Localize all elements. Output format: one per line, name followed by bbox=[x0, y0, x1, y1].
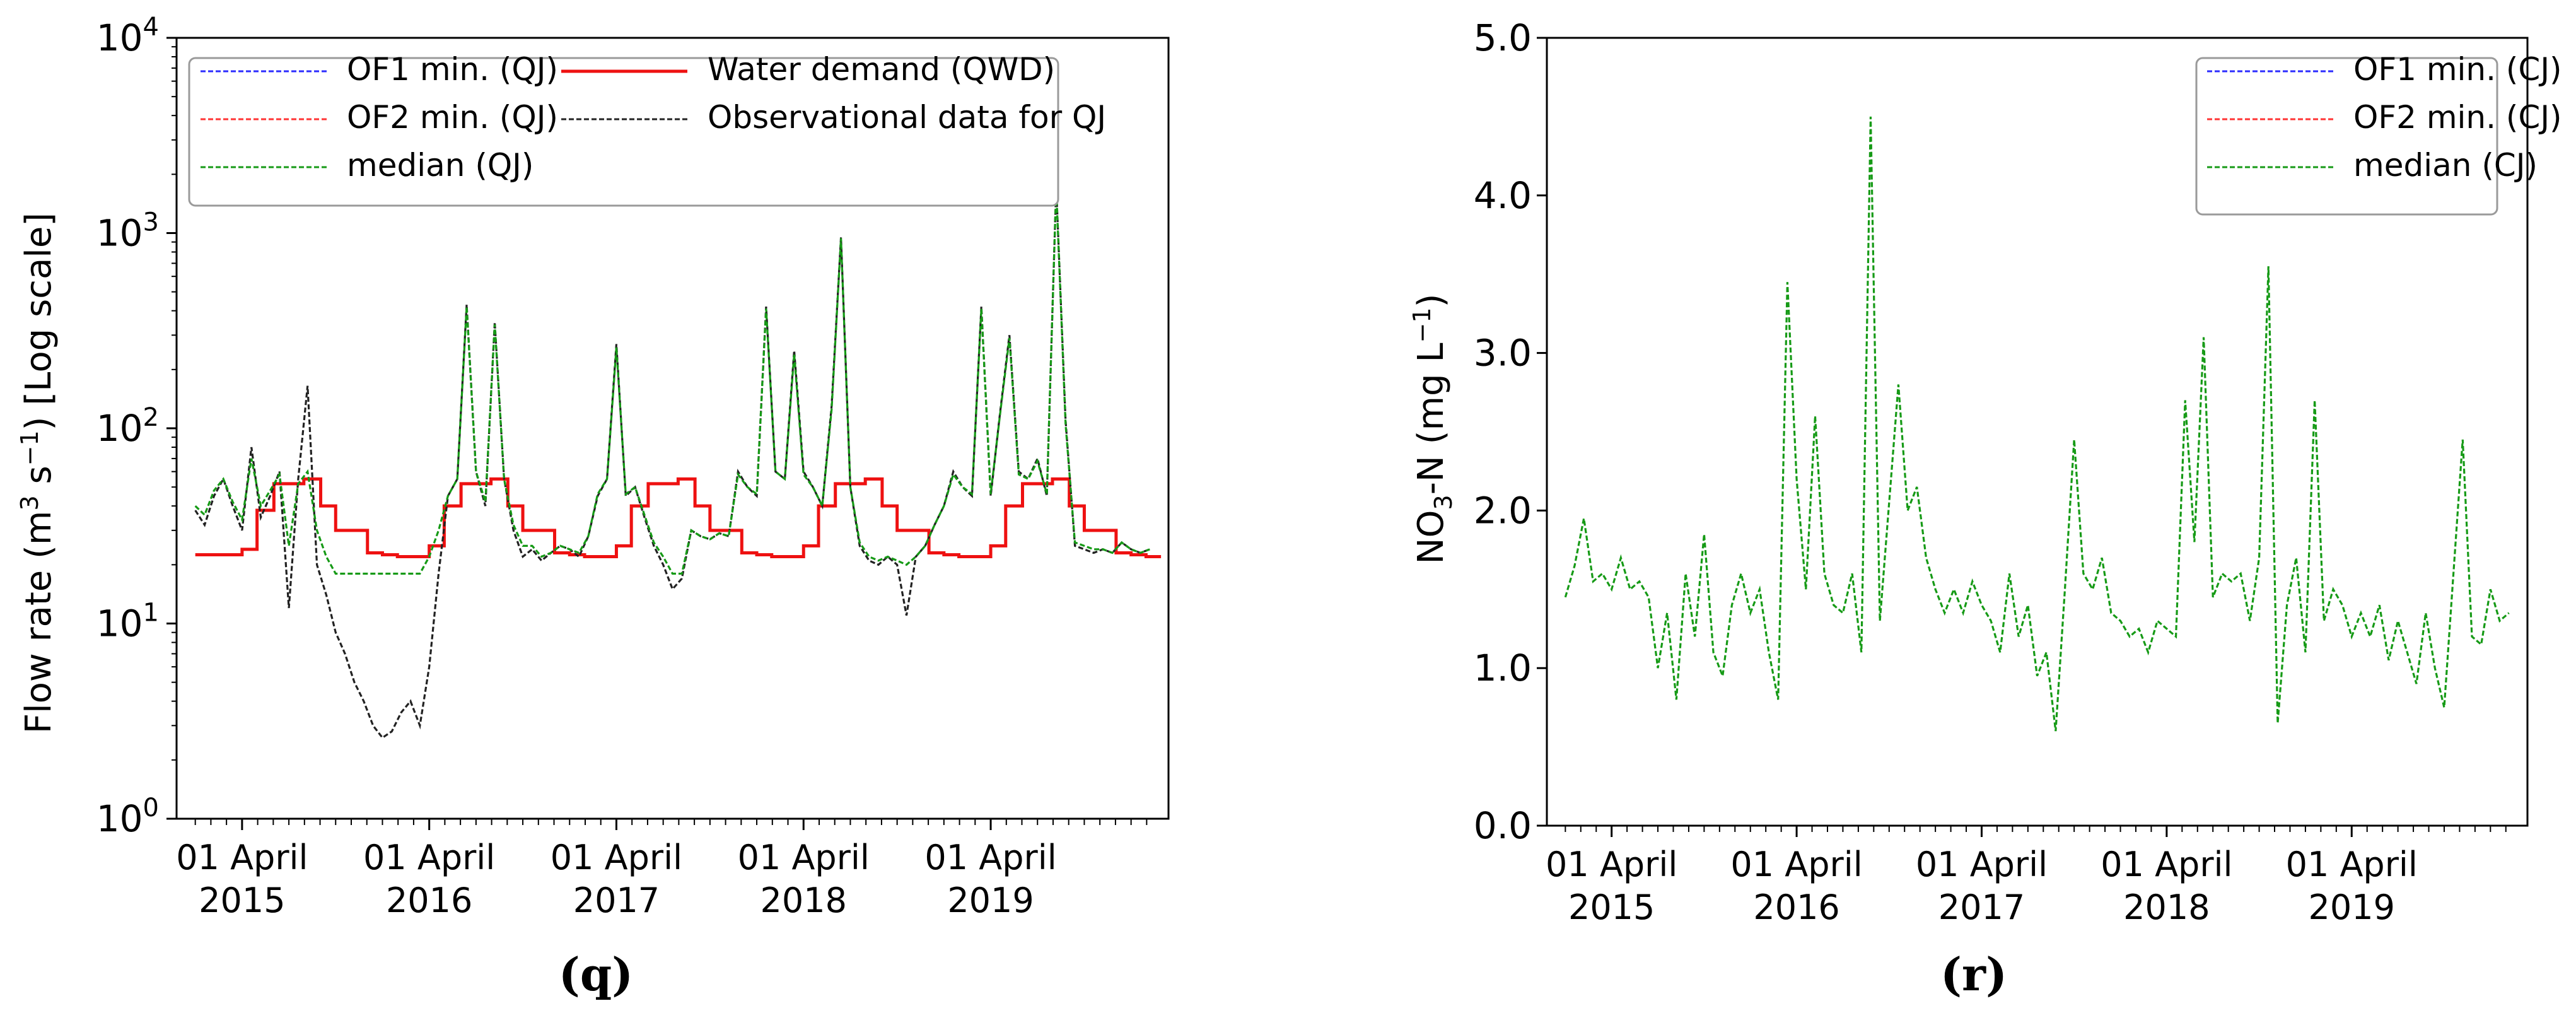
panel-q-xtick-label-year: 2016 bbox=[386, 881, 472, 920]
panel-q-ytick-label: 104 bbox=[96, 13, 159, 59]
panel-r-caption: (r) bbox=[1940, 947, 2007, 1001]
panel-q-legend-label: Observational data for QJ bbox=[708, 99, 1106, 136]
panel-r-legend-label: OF1 min. (CJ) bbox=[2353, 51, 2562, 88]
panel-q-xtick-label-year: 2015 bbox=[199, 881, 285, 920]
panel-q-ytick-label: 101 bbox=[96, 599, 159, 645]
panel-r-legend-box bbox=[2195, 57, 2498, 216]
panel-r-ytick-label: 2.0 bbox=[1474, 489, 1532, 532]
panel-q-legend-box bbox=[188, 57, 1059, 207]
panel-r-legend-label: OF2 min. (CJ) bbox=[2353, 99, 2562, 136]
panel-r-xtick-label-date: 01 April bbox=[1916, 845, 2048, 884]
panel-q-legend-label: OF2 min. (QJ) bbox=[347, 99, 558, 136]
panel-r-legend: OF1 min. (CJ) OF2 min. (CJ) median (CJ) bbox=[2195, 51, 2562, 216]
panel-r-axes-frame bbox=[1546, 37, 2529, 827]
panel-q-series-group bbox=[194, 185, 1162, 739]
panel-q-xtick-label-date: 01 April bbox=[924, 838, 1056, 877]
panel-q-xtick-label-date: 01 April bbox=[363, 838, 495, 877]
panel-r-xtick-label-year: 2017 bbox=[1938, 887, 2025, 927]
panel-q-xtick-label-year: 2018 bbox=[761, 881, 847, 920]
panel-q-legend-label: Water demand (QWD) bbox=[708, 51, 1055, 88]
panel-q-xtick-label-date: 01 April bbox=[551, 838, 682, 877]
panel-q-ytick-label: 102 bbox=[96, 403, 159, 450]
panel-q-ytick-label: 103 bbox=[96, 208, 159, 255]
panel-q-caption: (q) bbox=[559, 947, 633, 1001]
panel-r-xtick-label-date: 01 April bbox=[2101, 845, 2232, 884]
panel-q-series-water-demand-qwd bbox=[195, 477, 1162, 559]
panel-r-ylabel: NO3-N (mg L−1) bbox=[1408, 294, 1457, 565]
panel-q-series-observational-data-for-qj bbox=[194, 185, 1150, 739]
panel-r-ytick-label: 0.0 bbox=[1474, 804, 1532, 847]
panel-q-ylabel: Flow rate (m3 s−1) [Log scale] bbox=[16, 213, 59, 734]
panel-r-xtick-label-year: 2019 bbox=[2309, 887, 2395, 927]
panel-q-legend: OF1 min. (QJ) OF2 min. (QJ) median (QJ) Wat… bbox=[188, 51, 1106, 207]
panel-q-plot-area: 100 101 102 103 104 01 April 2015 01 April 2016 0… bbox=[96, 13, 1170, 920]
panel-r-xtick-label-year: 2015 bbox=[1568, 887, 1655, 927]
panel-r-xtick-label-date: 01 April bbox=[1546, 845, 1677, 884]
panel-r-ytick-label: 5.0 bbox=[1474, 16, 1532, 59]
panel-q-xtick-label-year: 2017 bbox=[573, 881, 660, 920]
panel-r-ytick-label: 1.0 bbox=[1474, 647, 1532, 689]
panel-q-xtick-label-date: 01 April bbox=[738, 838, 870, 877]
panel-q-xtick-label-year: 2019 bbox=[947, 881, 1034, 920]
panel-q-legend-label: median (QJ) bbox=[347, 147, 533, 184]
panel-q-series-median-qj bbox=[194, 188, 1150, 575]
panel-r-series-median-cj bbox=[1564, 116, 2510, 732]
panel-r-series-group bbox=[1564, 116, 2510, 732]
panel-q-ytick-label: 100 bbox=[96, 793, 159, 840]
panel-q: 100 101 102 103 104 01 April 2015 01 April 2016 0… bbox=[16, 13, 1170, 1001]
panel-q-legend-label: OF1 min. (QJ) bbox=[347, 51, 558, 88]
panel-r-ytick-label: 4.0 bbox=[1474, 174, 1532, 217]
panel-r-xtick-label-date: 01 April bbox=[2286, 845, 2418, 884]
panel-q-xtick-label-date: 01 April bbox=[176, 838, 308, 877]
panel-r-xtick-label-year: 2018 bbox=[2123, 887, 2210, 927]
panel-r-ytick-label: 3.0 bbox=[1474, 332, 1532, 375]
panel-r-xtick-label-year: 2016 bbox=[1753, 887, 1839, 927]
panel-r-xtick-label-date: 01 April bbox=[1730, 845, 1862, 884]
panel-r-legend-label: median (CJ) bbox=[2353, 147, 2538, 184]
